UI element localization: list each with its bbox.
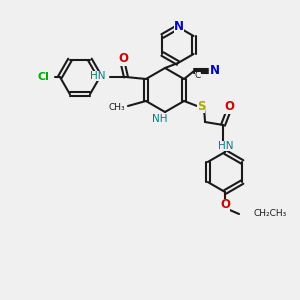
Text: Cl: Cl — [37, 72, 49, 82]
Text: O: O — [220, 199, 230, 212]
Text: HN: HN — [90, 71, 106, 81]
Text: N: N — [174, 20, 184, 32]
Text: CH₂CH₃: CH₂CH₃ — [253, 209, 286, 218]
Text: C: C — [195, 71, 201, 80]
Text: N: N — [210, 64, 220, 76]
Text: CH₃: CH₃ — [108, 103, 125, 112]
Text: O: O — [118, 52, 128, 65]
Text: HN: HN — [218, 141, 234, 151]
Text: NH: NH — [152, 114, 168, 124]
Text: S: S — [197, 100, 205, 112]
Text: O: O — [224, 100, 234, 113]
